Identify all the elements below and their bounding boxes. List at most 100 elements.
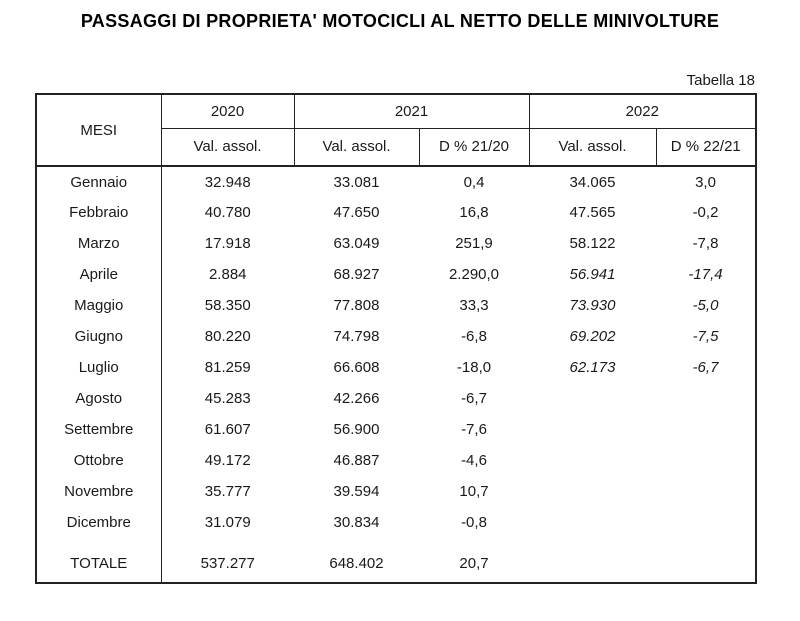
- value-2021-cell: 39.594: [333, 483, 380, 500]
- subheader-2020-val-assol: Val. assol.: [160, 127, 295, 167]
- delta-2221-cell: -17,4: [688, 266, 723, 283]
- table-row: Febbraio 40.780 47.650 16,8 47.565 -0,2: [36, 197, 756, 228]
- month-cell: Novembre: [36, 476, 162, 507]
- table-body: Gennaio 32.948 33.081 0,4 34.065 3,0 Feb…: [36, 166, 756, 583]
- delta-2221-cell: [656, 414, 756, 445]
- value-2020-cell: 32.948: [204, 173, 251, 191]
- delta-2120-cell: -4,6: [461, 452, 487, 469]
- column-header-2022: 2022: [528, 93, 757, 129]
- delta-2221-cell: [656, 383, 756, 414]
- month-cell: Luglio: [36, 352, 162, 383]
- total-delta-2120-cell: 20,7: [459, 554, 489, 572]
- value-2021-cell: 68.927: [333, 266, 380, 283]
- total-value-2020-cell: 537.277: [200, 554, 255, 572]
- month-cell: Giugno: [36, 321, 162, 352]
- total-row: TOTALE 537.277 648.402 20,7: [36, 538, 756, 583]
- table-row: Marzo 17.918 63.049 251,9 58.122 -7,8: [36, 228, 756, 259]
- subheader-2021-val-assol: Val. assol.: [293, 127, 420, 167]
- value-2021-cell: 47.650: [333, 204, 380, 221]
- delta-2120-cell: 16,8: [459, 204, 489, 221]
- table-row: Ottobre 49.172 46.887 -4,6: [36, 445, 756, 476]
- value-2020-cell: 58.350: [204, 297, 251, 314]
- value-2022-cell: 62.173: [569, 359, 616, 376]
- delta-2221-cell: -5,0: [692, 297, 719, 314]
- table-row: Luglio 81.259 66.608 -18,0 62.173 -6,7: [36, 352, 756, 383]
- value-2021-cell: 30.834: [333, 514, 380, 531]
- month-cell: Marzo: [36, 228, 162, 259]
- value-2021-cell: 66.608: [333, 359, 380, 376]
- month-cell: Gennaio: [36, 166, 162, 197]
- delta-2120-cell: -6,8: [461, 328, 487, 345]
- value-2022-cell: 34.065: [569, 173, 616, 191]
- delta-2120-cell: 10,7: [459, 483, 489, 500]
- table-header-sub-row: Val. assol. Val. assol. D % 21/20 Val. a…: [36, 127, 757, 167]
- delta-2120-cell: -18,0: [456, 359, 492, 376]
- value-2021-cell: 63.049: [333, 235, 380, 252]
- value-2022-cell: [529, 383, 656, 414]
- delta-2221-cell: -0,2: [692, 204, 719, 221]
- subheader-2022-delta: D % 22/21: [655, 127, 757, 167]
- value-2022-cell: 56.941: [569, 266, 616, 283]
- table-row: Giugno 80.220 74.798 -6,8 69.202 -7,5: [36, 321, 756, 352]
- delta-2221-cell: [656, 507, 756, 538]
- table-row: Gennaio 32.948 33.081 0,4 34.065 3,0: [36, 166, 756, 197]
- value-2021-cell: 33.081: [333, 173, 380, 191]
- page-title: PASSAGGI DI PROPRIETA' MOTOCICLI AL NETT…: [80, 11, 720, 31]
- month-cell: Maggio: [36, 290, 162, 321]
- subheader-2022-val-assol: Val. assol.: [528, 127, 657, 167]
- value-2022-cell: 47.565: [569, 204, 616, 221]
- total-value-2022-cell: [529, 538, 656, 583]
- value-2020-cell: 49.172: [204, 452, 251, 469]
- value-2022-cell: 58.122: [569, 235, 616, 252]
- column-header-mesi: MESI: [35, 93, 162, 167]
- table-row: Aprile 2.884 68.927 2.290,0 56.941 -17,4: [36, 259, 756, 290]
- delta-2120-cell: 251,9: [455, 235, 493, 252]
- month-cell: Dicembre: [36, 507, 162, 538]
- value-2021-cell: 74.798: [333, 328, 380, 345]
- value-2021-cell: 56.900: [333, 421, 380, 438]
- table-row: Agosto 45.283 42.266 -6,7: [36, 383, 756, 414]
- value-2020-cell: 61.607: [204, 421, 251, 438]
- table-number-label: Tabella 18: [686, 72, 755, 89]
- delta-2221-cell: 3,0: [695, 173, 716, 191]
- delta-2120-cell: 2.290,0: [448, 266, 500, 283]
- month-cell: Febbraio: [36, 197, 162, 228]
- delta-2120-cell: 0,4: [463, 173, 485, 191]
- month-cell: Aprile: [36, 259, 162, 290]
- value-2022-cell: [529, 507, 656, 538]
- value-2020-cell: 40.780: [204, 204, 251, 221]
- value-2022-cell: [529, 476, 656, 507]
- table-row: Settembre 61.607 56.900 -7,6: [36, 414, 756, 445]
- table-row: Dicembre 31.079 30.834 -0,8: [36, 507, 756, 538]
- delta-2221-cell: [656, 445, 756, 476]
- month-cell: Ottobre: [36, 445, 162, 476]
- table-header: MESI 2020 2021 2022 Val. assol. Val. ass…: [35, 93, 757, 167]
- table-header-year-row: MESI 2020 2021 2022: [35, 93, 757, 167]
- total-label-cell: TOTALE: [36, 538, 162, 583]
- value-2022-cell: [529, 414, 656, 445]
- delta-2221-cell: [656, 476, 756, 507]
- delta-2221-cell: -7,5: [692, 328, 719, 345]
- delta-2120-cell: -7,6: [461, 421, 487, 438]
- value-2020-cell: 81.259: [204, 359, 251, 376]
- value-2020-cell: 17.918: [204, 235, 251, 252]
- column-header-2020: 2020: [160, 93, 295, 129]
- value-2021-cell: 42.266: [333, 390, 380, 407]
- total-delta-2221-cell: [656, 538, 756, 583]
- value-2020-cell: 31.079: [204, 514, 251, 531]
- delta-2221-cell: -7,8: [692, 235, 719, 252]
- value-2021-cell: 77.808: [333, 297, 380, 314]
- table-row: Maggio 58.350 77.808 33,3 73.930 -5,0: [36, 290, 756, 321]
- value-2022-cell: 69.202: [569, 328, 616, 345]
- month-cell: Agosto: [36, 383, 162, 414]
- value-2020-cell: 35.777: [204, 483, 251, 500]
- value-2020-cell: 2.884: [208, 266, 247, 283]
- value-2020-cell: 45.283: [204, 390, 251, 407]
- value-2022-cell: [529, 445, 656, 476]
- subheader-2021-delta: D % 21/20: [418, 127, 530, 167]
- delta-2120-cell: -6,7: [461, 390, 487, 407]
- passaggi-proprieta-table: MESI 2020 2021 2022 Val. assol. Val. ass…: [35, 93, 757, 584]
- value-2022-cell: 73.930: [569, 297, 616, 314]
- delta-2221-cell: -6,7: [692, 359, 719, 376]
